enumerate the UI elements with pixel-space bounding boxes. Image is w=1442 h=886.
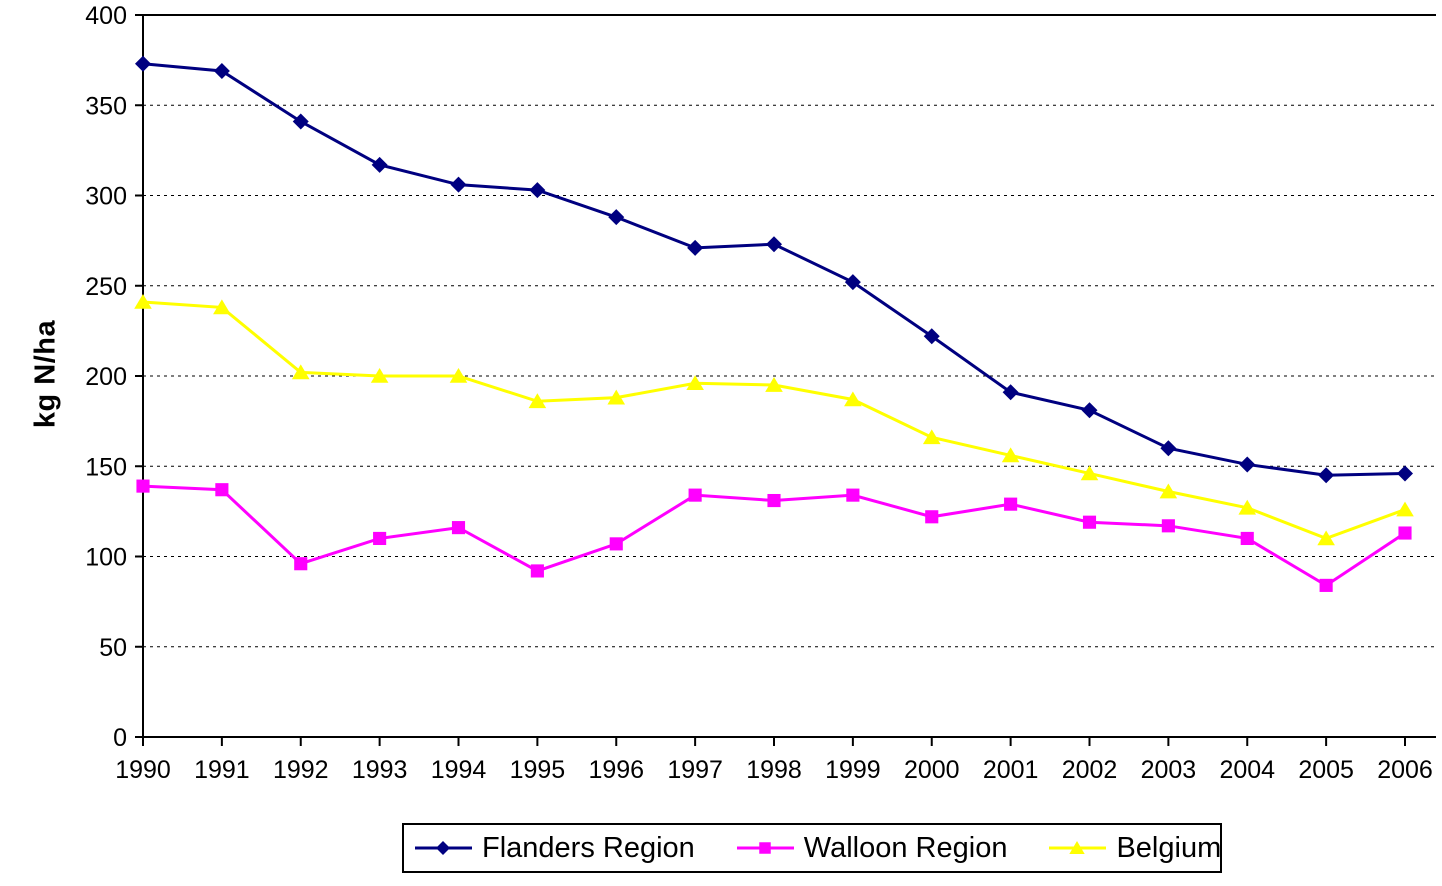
line-chart-plot: 0 50 100 150 200 250 300 350 400 1990 1991 1992 1993… xyxy=(85,2,1436,784)
svg-text:150: 150 xyxy=(85,453,127,481)
legend-marker-triangle-icon xyxy=(1049,841,1107,854)
svg-text:100: 100 xyxy=(85,544,127,572)
y-tick-labels: 0 50 100 150 200 250 300 350 400 xyxy=(85,2,127,752)
series-flanders-region xyxy=(135,55,1413,484)
svg-text:250: 250 xyxy=(85,273,127,301)
legend-marker-square-icon xyxy=(736,842,794,854)
svg-text:2003: 2003 xyxy=(1141,756,1197,784)
gridlines xyxy=(143,14,1436,648)
legend: Flanders Region Walloon Region Belgium xyxy=(402,823,1222,873)
svg-text:1995: 1995 xyxy=(510,756,566,784)
svg-text:350: 350 xyxy=(85,92,127,120)
svg-text:1991: 1991 xyxy=(194,756,250,784)
svg-text:2000: 2000 xyxy=(904,756,960,784)
legend-label: Walloon Region xyxy=(803,831,1008,864)
svg-text:1996: 1996 xyxy=(588,756,644,784)
legend-entry: Walloon Region xyxy=(736,831,1008,865)
svg-text:50: 50 xyxy=(99,634,127,662)
svg-text:2004: 2004 xyxy=(1219,756,1275,784)
svg-text:200: 200 xyxy=(85,363,127,391)
svg-text:1990: 1990 xyxy=(115,756,171,784)
series-belgium xyxy=(134,293,1414,546)
svg-text:1999: 1999 xyxy=(825,756,881,784)
x-tick-labels: 1990 1991 1992 1993 1994 1995 1996 1997 1998 1999… xyxy=(115,756,1433,784)
svg-text:400: 400 xyxy=(85,2,127,30)
svg-text:2002: 2002 xyxy=(1062,756,1118,784)
svg-text:1997: 1997 xyxy=(667,756,723,784)
legend-entry: Belgium xyxy=(1049,832,1221,865)
svg-text:2005: 2005 xyxy=(1298,756,1354,784)
legend-entry: Flanders Region xyxy=(415,832,695,865)
svg-text:0: 0 xyxy=(113,724,127,752)
svg-text:1993: 1993 xyxy=(352,756,408,784)
svg-text:300: 300 xyxy=(85,183,127,211)
svg-text:1994: 1994 xyxy=(431,756,487,784)
legend-label: Belgium xyxy=(1116,831,1222,864)
axes xyxy=(142,15,1436,746)
svg-text:1998: 1998 xyxy=(746,756,802,784)
svg-text:1992: 1992 xyxy=(273,756,329,784)
series-walloon-region xyxy=(136,479,1412,592)
legend-label: Flanders Region xyxy=(482,831,695,864)
svg-text:2001: 2001 xyxy=(983,756,1039,784)
svg-text:2006: 2006 xyxy=(1377,756,1433,784)
legend-marker-diamond-icon xyxy=(415,841,472,855)
axis-ticks xyxy=(135,14,1406,746)
